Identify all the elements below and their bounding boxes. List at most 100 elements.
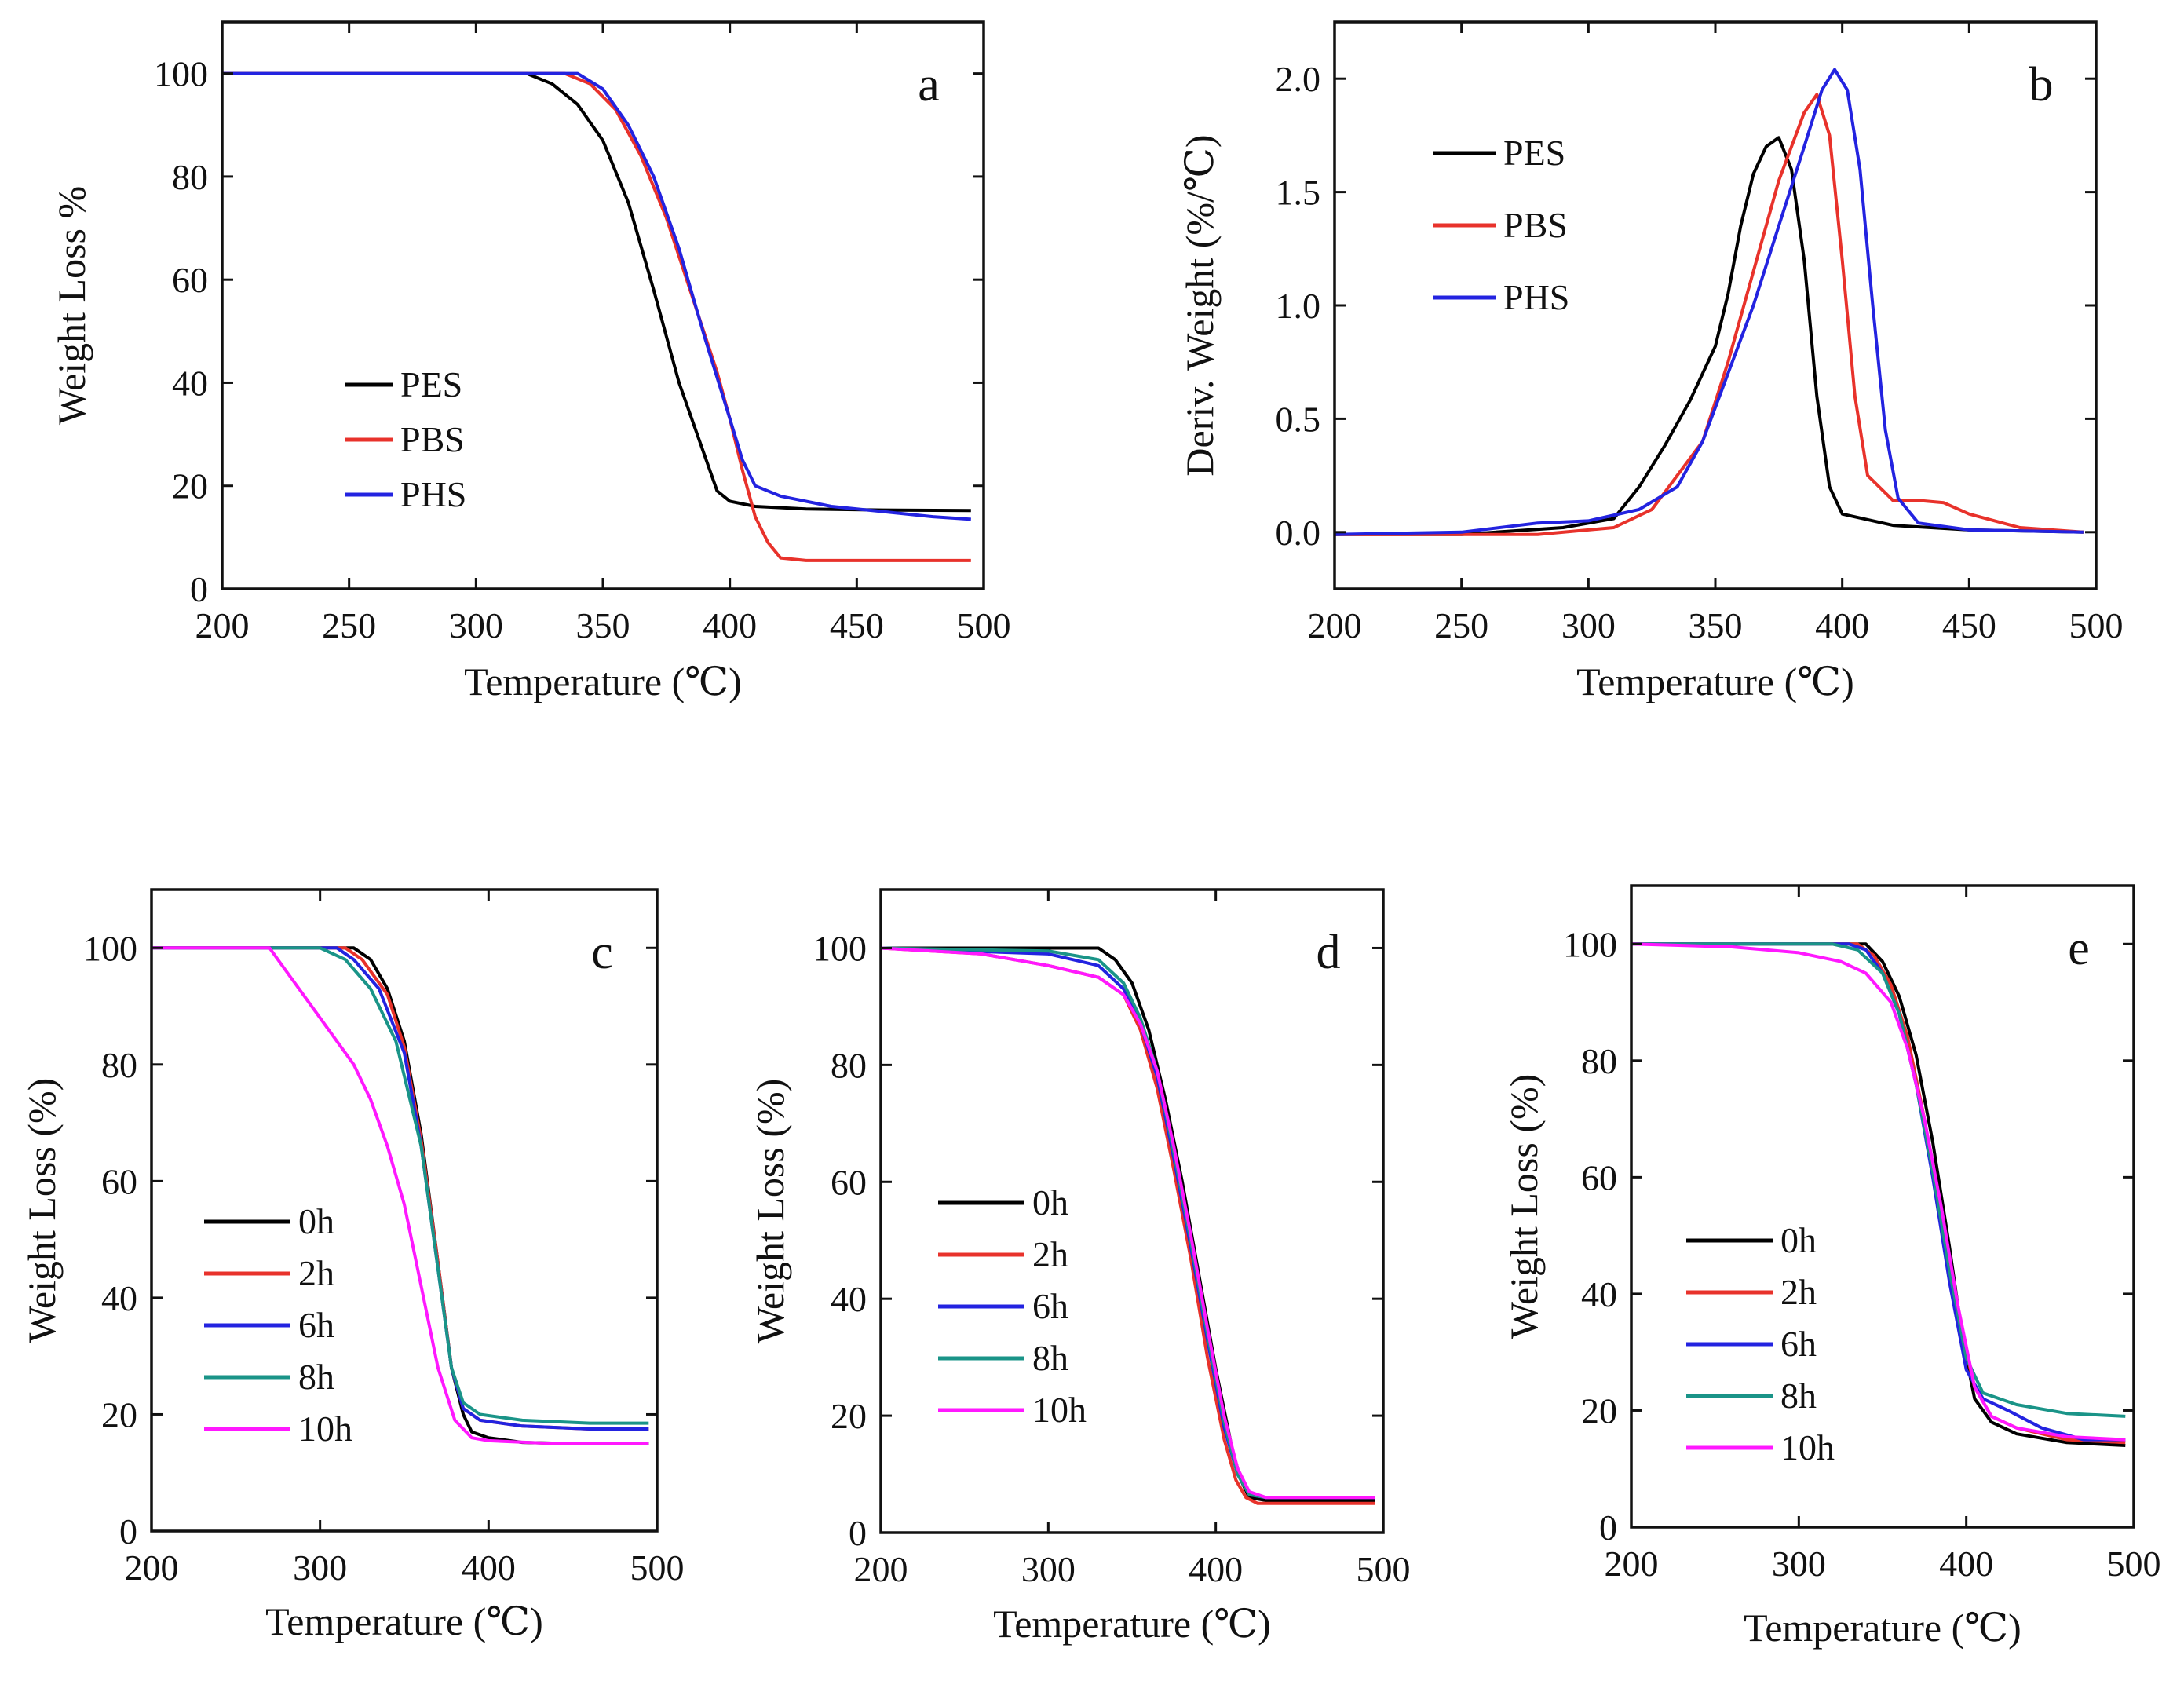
legend: PES PBS PHS bbox=[345, 364, 466, 514]
y-tick-label: 60 bbox=[172, 260, 208, 300]
y-tick-label: 0 bbox=[849, 1513, 867, 1553]
x-tick-label: 300 bbox=[1021, 1549, 1076, 1589]
x-tick-label: 500 bbox=[1357, 1549, 1411, 1589]
x-axis-title: Temperature (℃) bbox=[1576, 660, 1854, 703]
panel-letter: b bbox=[2029, 58, 2054, 111]
x-tick-label: 400 bbox=[1189, 1549, 1243, 1589]
legend-label-8h: 8h bbox=[1780, 1376, 1817, 1416]
legend-label-phs: PHS bbox=[400, 474, 466, 514]
plot-frame bbox=[1630, 884, 2135, 1529]
x-tick-label: 450 bbox=[830, 605, 884, 645]
legend-label-6h: 6h bbox=[298, 1305, 334, 1345]
y-tick-label: 40 bbox=[172, 363, 208, 403]
series-line-8h bbox=[1631, 942, 2126, 1418]
panel-b: 200 250 300 350 400 450 500 0.0 0.5 1.0 1.5 2.0 Temp… bbox=[1178, 20, 2124, 703]
y-axis-title: Weight Loss (%) bbox=[20, 1078, 64, 1343]
x-tick-label: 500 bbox=[957, 605, 1011, 645]
series-line-10h bbox=[152, 946, 649, 1445]
legend-label-pes: PES bbox=[400, 364, 462, 404]
y-tick-label: 60 bbox=[1581, 1157, 1617, 1197]
plot-frame bbox=[150, 888, 659, 1533]
panels: 200 250 300 350 400 450 500020406080100Tempera… bbox=[20, 20, 2161, 1650]
y-tick-label: 80 bbox=[172, 157, 208, 197]
y-tick-label: 1.0 bbox=[1276, 286, 1321, 326]
x-axis-title: Temperature (℃) bbox=[464, 660, 742, 703]
legend-label-6h: 6h bbox=[1032, 1286, 1068, 1326]
y-axis-title: Weight Loss % bbox=[49, 186, 93, 425]
plot-frame bbox=[879, 888, 1385, 1534]
x-tick-label: 450 bbox=[1942, 605, 1996, 645]
x-tick-label: 200 bbox=[195, 605, 250, 645]
panel-c: 200 300 400 500 0 20 40 60 80 100 Temperature (℃) W… bbox=[20, 888, 685, 1643]
y-tick-label: 0.5 bbox=[1276, 399, 1321, 439]
x-tick-label: 350 bbox=[1689, 605, 1743, 645]
y-tick-label: 80 bbox=[1581, 1041, 1617, 1081]
y-tick-label: 80 bbox=[831, 1045, 867, 1085]
x-tick-label: 400 bbox=[1815, 605, 1869, 645]
x-tick-label: 500 bbox=[630, 1548, 685, 1588]
y-tick-label: 20 bbox=[831, 1396, 867, 1436]
legend-label-0h: 0h bbox=[1780, 1220, 1817, 1260]
x-tick-label: 250 bbox=[1434, 605, 1488, 645]
legend-label-8h: 8h bbox=[1032, 1338, 1068, 1378]
series-line-phs bbox=[1335, 68, 2084, 536]
y-tick-label: 20 bbox=[1581, 1391, 1617, 1431]
y-tick-label: 100 bbox=[813, 928, 867, 968]
y-tick-label: 100 bbox=[154, 54, 208, 94]
x-tick-label: 500 bbox=[2107, 1544, 2161, 1584]
legend-label-0h: 0h bbox=[298, 1201, 334, 1241]
series-line-10h bbox=[1631, 942, 2126, 1442]
y-tick-label: 60 bbox=[101, 1161, 137, 1201]
legend: PES PBS PHS bbox=[1433, 133, 1569, 317]
series-line-phs bbox=[222, 71, 971, 521]
y-tick-label: 20 bbox=[101, 1394, 137, 1434]
y-tick-label: 40 bbox=[831, 1279, 867, 1319]
legend: 0h 2h 6h 8h 10h bbox=[204, 1201, 352, 1449]
y-tick-label: 60 bbox=[831, 1162, 867, 1202]
series-line-pes bbox=[222, 71, 971, 513]
legend: 0h 2h 6h 8h 10h bbox=[1686, 1220, 1835, 1467]
x-tick-label: 400 bbox=[462, 1548, 516, 1588]
y-axis-title: Deriv. Weight (%/℃) bbox=[1178, 134, 1222, 476]
panel-letter: d bbox=[1317, 926, 1341, 979]
y-tick-label: 0 bbox=[1599, 1507, 1617, 1548]
x-axis-title: Temperature (℃) bbox=[265, 1599, 543, 1643]
legend-label-10h: 10h bbox=[298, 1409, 352, 1449]
y-tick-label: 0.0 bbox=[1276, 513, 1321, 553]
legend-label-8h: 8h bbox=[298, 1357, 334, 1397]
y-tick-label: 0 bbox=[119, 1511, 137, 1551]
panel-letter: e bbox=[2068, 922, 2090, 975]
legend-label-2h: 2h bbox=[298, 1253, 334, 1293]
x-tick-label: 250 bbox=[322, 605, 376, 645]
y-tick-label: 20 bbox=[172, 466, 208, 506]
x-tick-label: 500 bbox=[2069, 605, 2124, 645]
x-axis-title: Temperature (℃) bbox=[1744, 1606, 2021, 1650]
legend-label-0h: 0h bbox=[1032, 1182, 1068, 1222]
y-tick-label: 0 bbox=[190, 569, 208, 609]
legend-label-2h: 2h bbox=[1780, 1272, 1817, 1312]
legend-label-pbs: PBS bbox=[1503, 205, 1568, 245]
x-axis-title: Temperature (℃) bbox=[993, 1602, 1271, 1646]
series-line-pes bbox=[1335, 136, 2084, 536]
y-tick-label: 80 bbox=[101, 1045, 137, 1085]
series-line-10h bbox=[881, 946, 1375, 1500]
legend-label-2h: 2h bbox=[1032, 1234, 1068, 1274]
series-line-8h bbox=[152, 946, 649, 1425]
panel-a: 200 250 300 350 400 450 500 0 20 40 60 80 100 Tempera… bbox=[49, 20, 1011, 703]
legend-label-pbs: PBS bbox=[400, 419, 465, 459]
x-tick-label: 200 bbox=[1308, 605, 1362, 645]
legend-label-10h: 10h bbox=[1780, 1427, 1835, 1467]
legend: 0h 2h 6h 8h 10h bbox=[938, 1182, 1087, 1430]
x-tick-label: 400 bbox=[1939, 1544, 1993, 1584]
y-tick-label: 40 bbox=[1581, 1274, 1617, 1314]
y-tick-label: 100 bbox=[1563, 924, 1617, 964]
y-tick-label: 100 bbox=[83, 928, 137, 968]
x-tick-label: 400 bbox=[703, 605, 757, 645]
legend-label-6h: 6h bbox=[1780, 1324, 1817, 1364]
x-tick-label: 300 bbox=[449, 605, 503, 645]
panel-d: 200 300 400 500 0 20 40 60 80 100 Temperature (℃) W… bbox=[748, 888, 1411, 1646]
x-tick-label: 200 bbox=[1605, 1544, 1659, 1584]
x-tick-label: 200 bbox=[854, 1549, 908, 1589]
y-tick-label: 2.0 bbox=[1276, 59, 1321, 99]
